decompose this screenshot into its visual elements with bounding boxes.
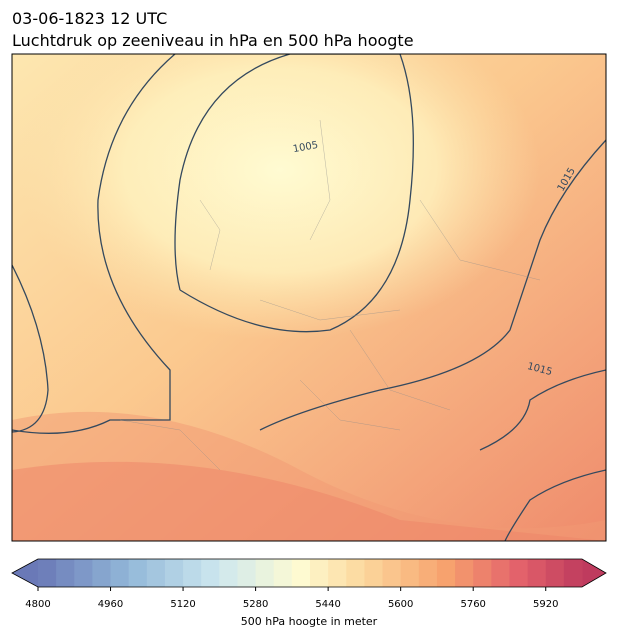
colorbar: 4800 4960 5120 5280 5440 5600 5760 5920 [11,558,607,610]
color-band [219,559,238,587]
color-band [436,559,456,587]
color-band [527,559,547,587]
colorbar-label: 500 hPa hoogte in meter [241,615,378,628]
color-band [146,559,166,587]
colorbar-outline [11,558,607,588]
tick-label: 5600 [388,599,413,610]
tick-label: 4800 [25,599,50,610]
color-band [382,559,402,587]
tick-label: 5920 [533,599,558,610]
tick-label: 5760 [460,599,485,610]
color-band [110,559,130,587]
color-band [56,559,75,587]
color-band [38,559,57,587]
color-band [400,559,420,587]
color-band [74,559,93,587]
color-band [291,559,311,587]
color-band [364,559,384,587]
title: 03-06-1823 12 UTC [12,9,167,28]
tick-label: 4960 [98,599,123,610]
color-band [237,559,257,587]
color-band [473,559,492,587]
color-band [545,559,565,587]
tick-label: 5280 [243,599,268,610]
color-band [128,559,148,587]
tick-label: 5440 [315,599,340,610]
map [12,54,606,541]
color-band [455,559,474,587]
contour-label: 1005 [292,140,319,155]
extend-high [582,559,606,587]
tick-label: 5120 [170,599,195,610]
color-band [491,559,510,587]
color-band [346,559,365,587]
color-band [92,559,112,587]
color-band [183,559,202,587]
color-band [509,559,529,587]
subtitle: Luchtdruk op zeeniveau in hPa en 500 hPa… [12,31,414,50]
color-band [273,559,293,587]
map-frame [11,53,607,542]
color-band [328,559,347,587]
color-band [563,559,583,587]
color-band [201,559,220,587]
extend-low [12,559,38,587]
color-band [310,559,329,587]
color-band [164,559,184,587]
color-band [255,559,275,587]
color-band [418,559,438,587]
